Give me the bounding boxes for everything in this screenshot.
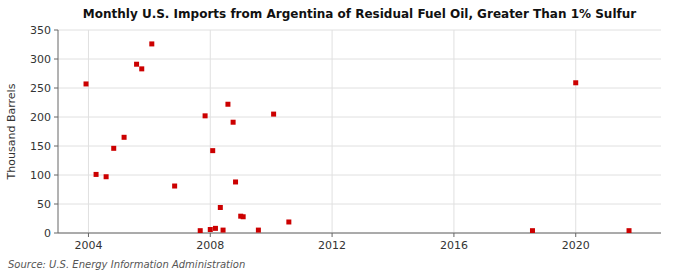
point: [221, 228, 226, 233]
point: [233, 179, 238, 184]
x-tick-label: 2008: [196, 239, 224, 252]
chart-container: 2004 2008 2012 2016 2020 0 50 100 150 200 250 300 35…: [0, 0, 675, 275]
y-grid-line: [58, 88, 661, 89]
y-tick-label: 100: [30, 169, 51, 182]
y-grid-line: [58, 175, 661, 176]
y-axis-label: Thousand Barrels: [5, 83, 18, 180]
x-tick-label: 2004: [74, 239, 102, 252]
point: [271, 112, 276, 117]
x-grid-line: [88, 30, 89, 233]
point: [122, 135, 127, 140]
y-tick-label: 250: [30, 82, 51, 95]
y-tick: [54, 30, 58, 31]
y-tick: [54, 88, 58, 89]
point: [94, 172, 99, 177]
y-tick-label: 350: [30, 24, 51, 37]
x-grid-line: [210, 30, 211, 233]
point: [134, 62, 139, 67]
point: [104, 174, 109, 179]
point: [172, 184, 177, 189]
y-tick: [54, 175, 58, 176]
x-grid-line: [453, 30, 454, 233]
point: [198, 228, 203, 233]
point: [573, 80, 578, 85]
axes: 2004 2008 2012 2016 2020 0 50 100 150 200 250 300 35…: [30, 24, 661, 252]
y-grid-line: [58, 30, 661, 31]
point: [218, 205, 223, 210]
y-tick-label: 150: [30, 140, 51, 153]
x-axis-line: [58, 233, 661, 234]
source: Source: U.S. Energy Information Administ…: [8, 259, 245, 270]
point: [225, 102, 230, 107]
x-tick-label: 2016: [440, 239, 468, 252]
y-axis-line: [58, 30, 59, 233]
point: [149, 41, 154, 46]
x-tick-label: 2020: [562, 239, 590, 252]
y-tick-label: 0: [44, 227, 51, 240]
x-tick: [575, 233, 576, 237]
title: Monthly U.S. Imports from Argentina of R…: [83, 7, 636, 21]
y-grid-line: [58, 59, 661, 60]
y-tick-label: 200: [30, 111, 51, 124]
point: [84, 81, 89, 86]
point: [139, 66, 144, 71]
point: [231, 120, 236, 125]
point: [210, 148, 215, 153]
y-grid-line: [58, 233, 661, 234]
point: [241, 214, 246, 219]
y-tick: [54, 233, 58, 234]
y-tick: [54, 59, 58, 60]
point: [208, 227, 213, 232]
y-grid-line: [58, 146, 661, 147]
point: [111, 146, 116, 151]
x-tick-label: 2012: [318, 239, 346, 252]
points: [84, 41, 632, 233]
y-grid-line: [58, 204, 661, 205]
point: [530, 228, 535, 233]
y-tick: [54, 146, 58, 147]
y-grid-line: [58, 117, 661, 118]
chart-svg: 2004 2008 2012 2016 2020 0 50 100 150 200 250 300 35…: [0, 0, 675, 275]
x-tick: [453, 233, 454, 237]
grid: [58, 30, 661, 233]
x-grid-line: [332, 30, 333, 233]
y-tick: [54, 204, 58, 205]
point: [213, 226, 218, 231]
point: [256, 228, 261, 233]
y-tick-label: 300: [30, 53, 51, 66]
y-tick: [54, 117, 58, 118]
y-tick-label: 50: [37, 198, 51, 211]
point: [203, 113, 208, 118]
x-tick: [88, 233, 89, 237]
x-grid-line: [575, 30, 576, 233]
page: {"chart_data": {"type": "scatter", "titl…: [0, 0, 675, 275]
point: [627, 228, 632, 233]
x-tick: [210, 233, 211, 237]
point: [286, 219, 291, 224]
x-tick: [332, 233, 333, 237]
